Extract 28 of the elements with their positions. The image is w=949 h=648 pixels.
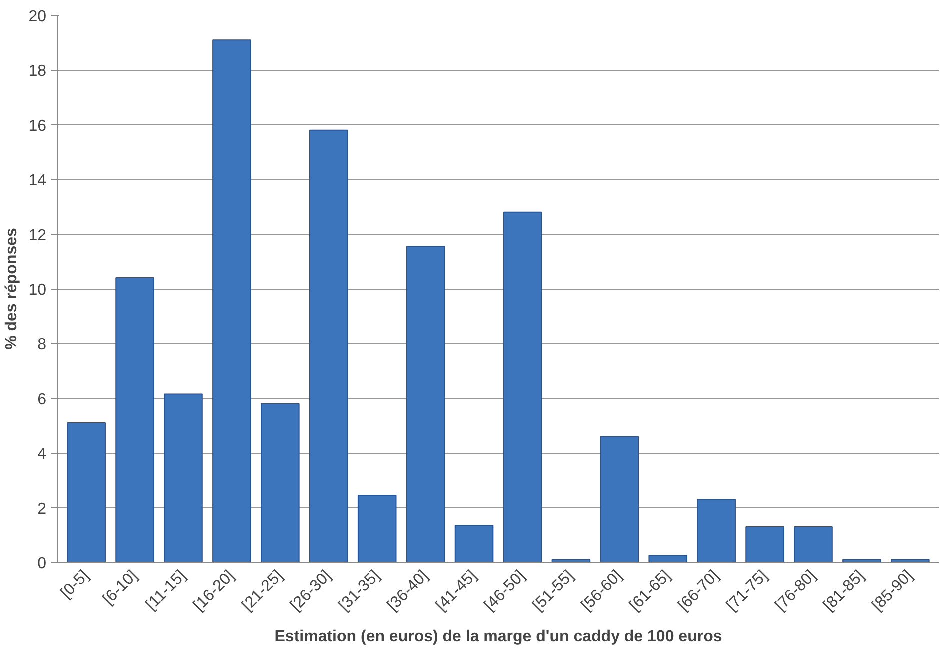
bar: [746, 526, 784, 562]
bar: [164, 394, 203, 562]
y-tick-label: 12: [28, 227, 47, 244]
bar: [697, 499, 736, 562]
bar: [358, 494, 397, 562]
x-axis-title: Estimation (en euros) de la marge d'un caddy de 100 euros: [274, 628, 722, 646]
y-tick-label: 4: [38, 446, 47, 464]
y-axis-title: % des réponses: [4, 228, 21, 350]
y-tick-label: 6: [38, 391, 47, 408]
bar: [503, 212, 542, 562]
bar: [454, 525, 494, 562]
bar: [648, 555, 688, 562]
bar: [309, 130, 348, 562]
y-tick-label: 2: [38, 500, 47, 518]
y-tick-label: 0: [38, 556, 47, 572]
bar: [212, 40, 252, 562]
bar: [67, 422, 106, 562]
y-tick-label: 14: [28, 172, 47, 190]
y-tick-label: 20: [28, 8, 47, 26]
y-tick-label: 8: [38, 336, 47, 354]
bar: [406, 246, 446, 562]
bar: [261, 403, 300, 562]
bar: [116, 278, 154, 562]
y-tick-label: 18: [28, 63, 47, 80]
y-tick-label: 16: [28, 118, 47, 135]
bar: [794, 526, 833, 562]
y-tick-label: 10: [28, 282, 47, 299]
bar: [600, 436, 640, 562]
